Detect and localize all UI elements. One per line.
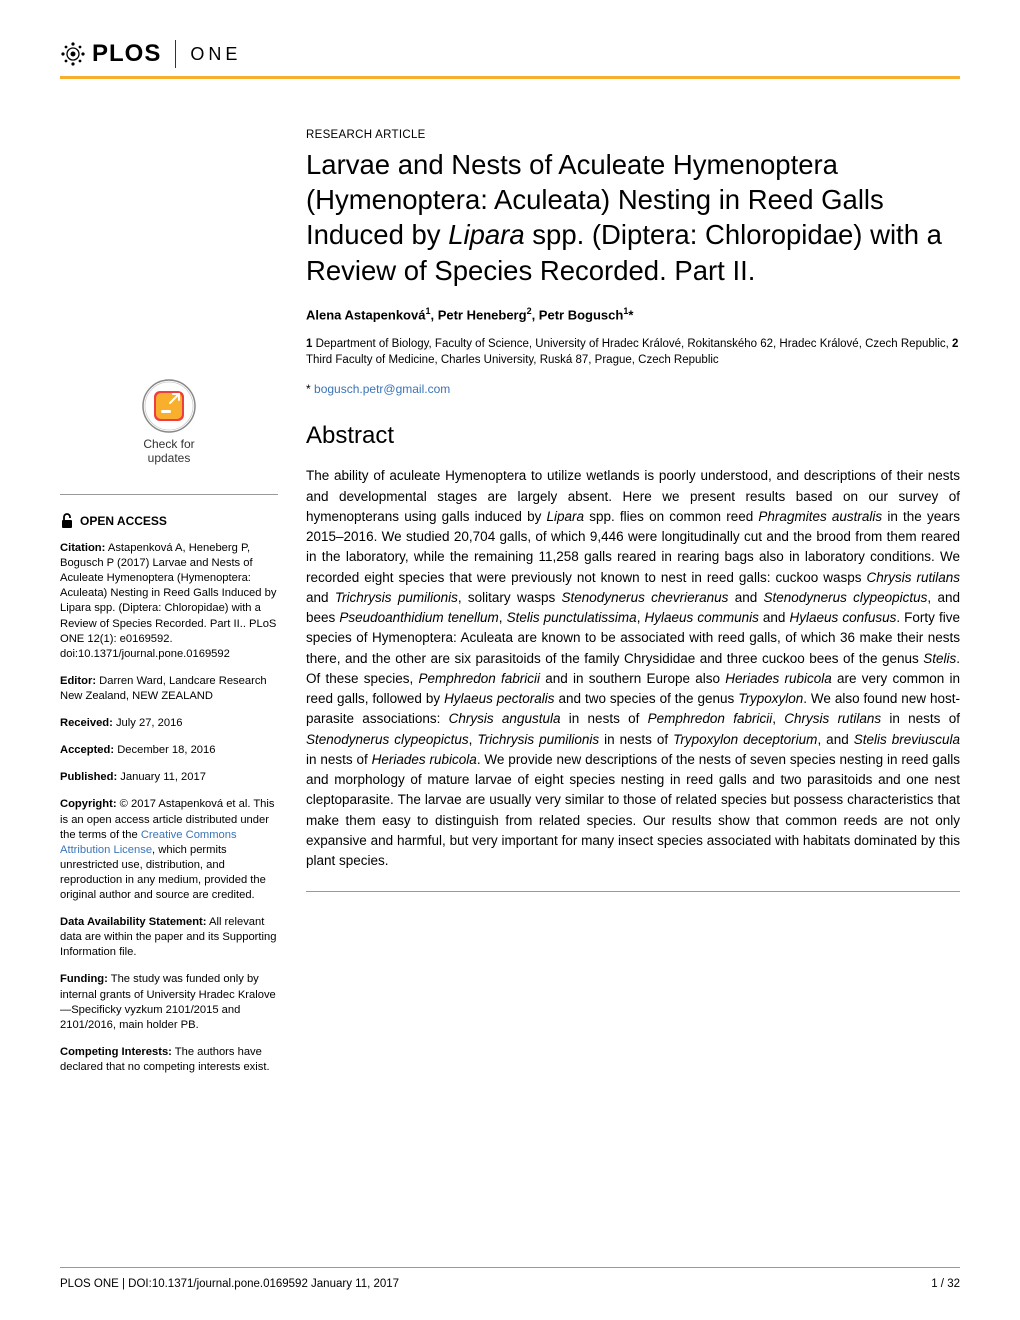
copyright-block: Copyright: © 2017 Astapenková et al. Thi… <box>60 797 278 903</box>
authors: Alena Astapenková1, Petr Heneberg2, Petr… <box>306 306 960 322</box>
sidebar: Check for updates OPEN ACCESS Citation: … <box>60 129 278 1087</box>
page-number: 1 / 32 <box>931 1278 960 1290</box>
affiliations: 1 Department of Biology, Faculty of Scie… <box>306 336 960 368</box>
abstract-text: The ability of aculeate Hymenoptera to u… <box>306 466 960 871</box>
open-access-badge: OPEN ACCESS <box>60 513 278 529</box>
corresponding-author: * bogusch.petr@gmail.com <box>306 382 960 396</box>
open-access-icon <box>60 513 74 529</box>
check-updates-widget[interactable]: Check for updates <box>60 379 278 466</box>
footer-citation: PLOS ONE | DOI:10.1371/journal.pone.0169… <box>60 1278 399 1290</box>
abstract-end-divider <box>306 891 960 892</box>
plos-text: PLOS <box>92 40 161 68</box>
article-type: RESEARCH ARTICLE <box>306 129 960 141</box>
main-content: RESEARCH ARTICLE Larvae and Nests of Acu… <box>306 129 960 1087</box>
plos-icon <box>60 41 86 67</box>
received-block: Received: July 27, 2016 <box>60 716 278 731</box>
sidebar-divider <box>60 494 278 495</box>
header-divider <box>175 40 176 68</box>
journal-header: PLOS ONE <box>60 40 960 68</box>
article-title: Larvae and Nests of Aculeate Hymenoptera… <box>306 147 960 288</box>
check-updates-label: Check for updates <box>60 437 278 466</box>
competing-interests-block: Competing Interests: The authors have de… <box>60 1045 278 1075</box>
plos-logo: PLOS <box>60 40 161 68</box>
journal-section-text: ONE <box>190 44 241 65</box>
data-availability-block: Data Availability Statement: All relevan… <box>60 915 278 960</box>
open-access-label: OPEN ACCESS <box>80 513 167 529</box>
accepted-block: Accepted: December 18, 2016 <box>60 743 278 758</box>
citation-block: Citation: Astapenková A, Heneberg P, Bog… <box>60 541 278 662</box>
published-block: Published: January 11, 2017 <box>60 770 278 785</box>
abstract-heading: Abstract <box>306 422 960 450</box>
crossmark-icon <box>142 379 196 433</box>
editor-block: Editor: Darren Ward, Landcare Research N… <box>60 674 278 704</box>
funding-block: Funding: The study was funded only by in… <box>60 972 278 1032</box>
page-footer: PLOS ONE | DOI:10.1371/journal.pone.0169… <box>60 1267 960 1290</box>
corresponding-email[interactable]: bogusch.petr@gmail.com <box>314 382 450 396</box>
header-accent-line <box>60 76 960 79</box>
